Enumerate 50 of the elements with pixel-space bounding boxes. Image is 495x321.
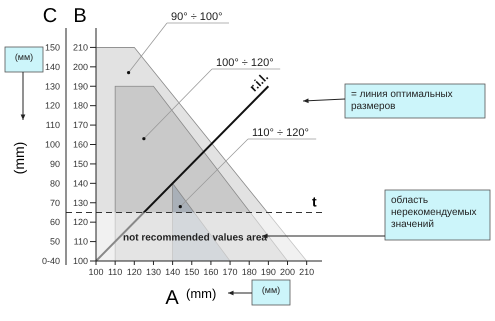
annotation: 100° ÷ 120°: [216, 57, 274, 69]
y2-tick-label: 70: [50, 198, 60, 208]
y-axis-title: B: [73, 5, 87, 27]
y-tick-label: 210: [72, 42, 88, 52]
text: (mm): [11, 142, 27, 174]
x-tick-label: 150: [184, 267, 200, 277]
y2-tick-label: 140: [44, 62, 60, 72]
x-tick-label: 170: [222, 267, 238, 277]
y-tick-label: 190: [72, 81, 88, 92]
y2-tick-label: 60: [50, 217, 60, 228]
y-tick-label: 100: [72, 256, 88, 266]
y2-tick-label: 150: [44, 42, 60, 52]
y2-axis-title: C: [42, 5, 58, 27]
y2-tick-label: 90: [50, 158, 60, 169]
x-tick-label: 180: [242, 267, 257, 277]
text: (mm): [186, 286, 216, 301]
y2-tick-label: 110: [46, 120, 60, 130]
y-tick-label: 130: [72, 198, 88, 208]
y2-tick-label: 50: [50, 236, 60, 247]
y2-tick-label: 80: [50, 178, 60, 188]
text: область нерекомендуемых значений: [391, 195, 477, 230]
x-tick-label: 120: [126, 267, 142, 277]
y-tick-label: 200: [72, 62, 88, 72]
y2-tick-label: 130: [44, 81, 60, 92]
y-tick-label: 120: [72, 217, 88, 228]
ref-line-label: t: [312, 193, 317, 210]
x-tick-label: 200: [280, 267, 296, 277]
y2-tick-label: 0-40: [42, 256, 60, 266]
y-tick-label: 160: [72, 140, 88, 150]
text: = линия оптимальных размеров: [351, 89, 453, 112]
x-tick-label: 190: [260, 267, 276, 277]
x-axis-title: A: [165, 287, 180, 309]
annotation: 90° ÷ 100°: [171, 11, 223, 23]
y-tick-label: 140: [72, 178, 88, 188]
x-tick-label: 110: [108, 267, 122, 277]
y2-tick-label: 120: [44, 100, 60, 111]
y-tick-label: 170: [72, 120, 88, 130]
x-tick-label: 140: [165, 267, 180, 277]
y-tick-label: 150: [72, 158, 88, 169]
y-tick-label: 180: [72, 100, 88, 111]
x-tick-label: 130: [146, 267, 161, 277]
y-tick-label: 110: [74, 236, 88, 247]
text: (мм): [14, 52, 34, 62]
x-tick-label: 160: [203, 267, 218, 277]
x-tick-label: 210: [299, 267, 314, 277]
annotation: 110° ÷ 120°: [252, 127, 309, 139]
x-tick-label: 100: [88, 267, 104, 277]
text: (мм): [262, 285, 280, 295]
y2-tick-label: 100: [44, 140, 60, 150]
text: r.i.l.: [246, 70, 272, 94]
